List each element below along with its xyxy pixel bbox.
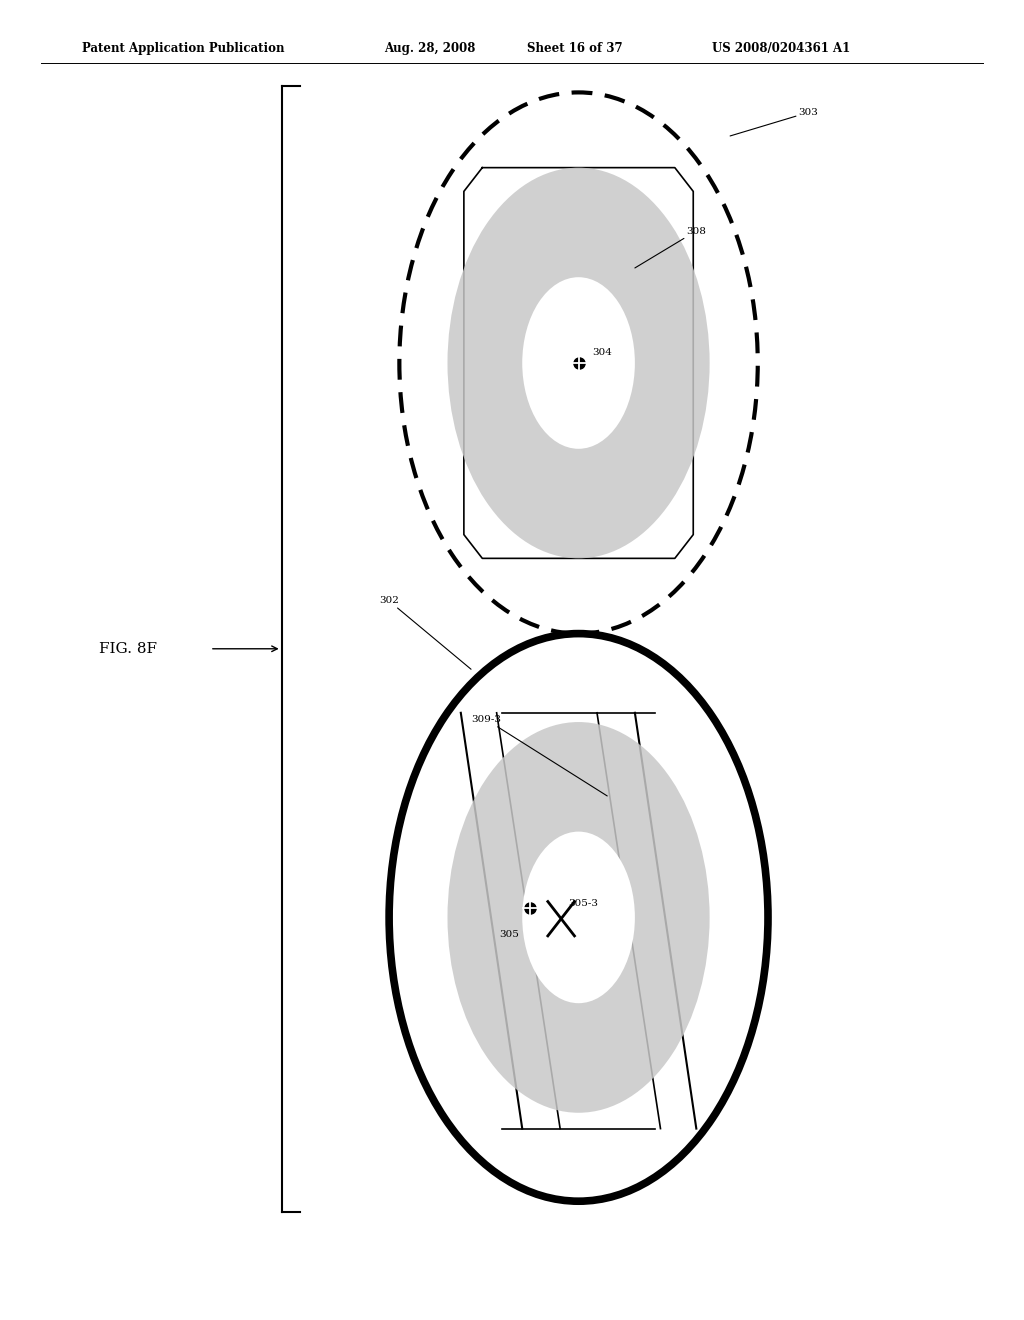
Text: Aug. 28, 2008: Aug. 28, 2008 xyxy=(384,42,475,55)
Text: 309-3: 309-3 xyxy=(471,715,607,796)
Text: 304: 304 xyxy=(592,348,611,358)
Text: 305: 305 xyxy=(500,931,519,940)
Text: 303: 303 xyxy=(730,108,818,136)
Text: US 2008/0204361 A1: US 2008/0204361 A1 xyxy=(712,42,850,55)
Text: FIG. 8F: FIG. 8F xyxy=(99,642,157,656)
Text: 305-3: 305-3 xyxy=(568,899,598,908)
Ellipse shape xyxy=(447,168,710,558)
Text: 308: 308 xyxy=(635,227,706,268)
Ellipse shape xyxy=(522,832,635,1003)
Ellipse shape xyxy=(447,722,710,1113)
Text: Patent Application Publication: Patent Application Publication xyxy=(82,42,285,55)
Text: Sheet 16 of 37: Sheet 16 of 37 xyxy=(527,42,623,55)
Ellipse shape xyxy=(522,277,635,449)
Text: 302: 302 xyxy=(379,597,471,669)
